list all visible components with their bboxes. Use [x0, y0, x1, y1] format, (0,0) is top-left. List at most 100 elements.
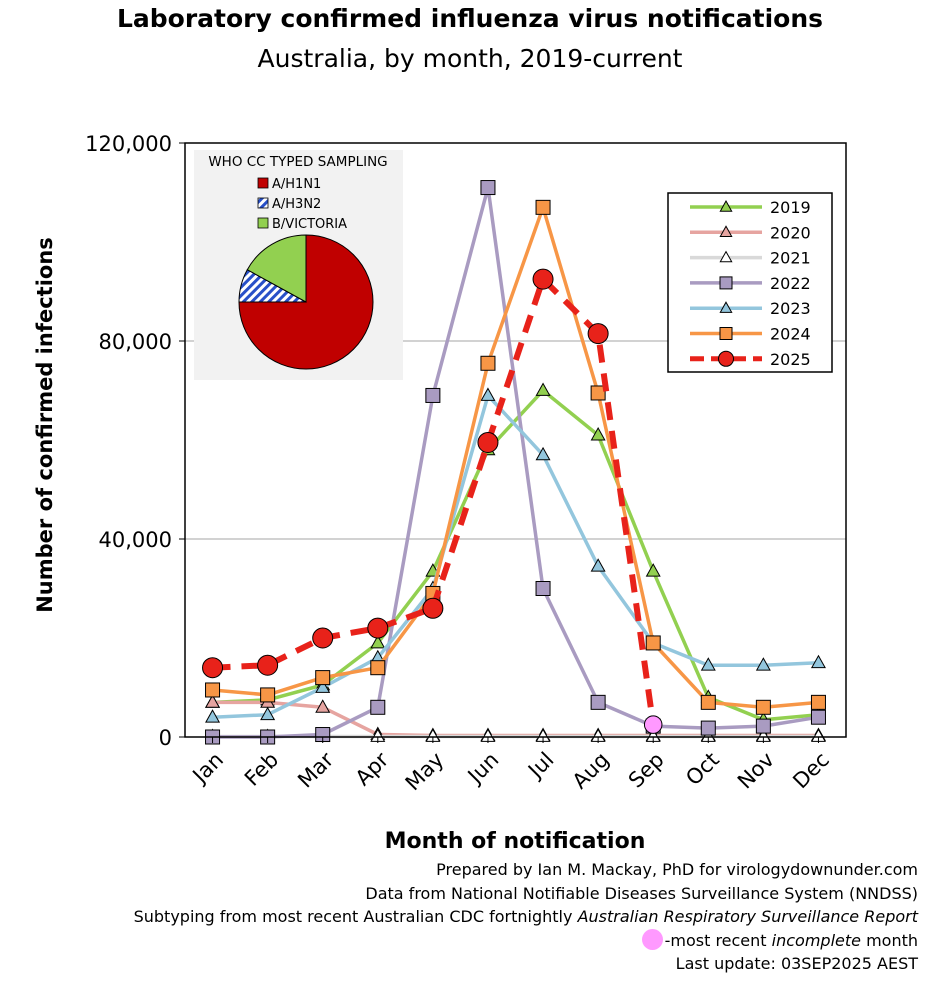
series-line-2025 [212, 276, 657, 726]
footer-report-name: Australian Respiratory Surveillance Repo… [577, 907, 918, 926]
x-tick-label: Aug [568, 748, 614, 794]
data-point-2025 [202, 657, 224, 679]
data-point-2024 [590, 385, 606, 401]
series-2020 [205, 694, 826, 741]
footer-line-subtyping: Subtyping from most recent Australian CD… [134, 905, 918, 929]
x-axis-title: Month of notification [385, 829, 646, 854]
y-tick-label: 0 [159, 726, 172, 750]
series-line-2020 [212, 700, 819, 738]
data-point-2022 [370, 699, 386, 715]
data-point-2023 [755, 657, 771, 671]
legend-label: 2024 [770, 325, 811, 344]
x-tick-label: Nov [733, 748, 779, 794]
x-tick-label: Jan [187, 748, 228, 789]
inset-legend-label: A/H3N2 [272, 197, 321, 212]
data-point-2020 [205, 694, 221, 708]
x-tick-label: Feb [240, 748, 283, 791]
data-point-2019 [535, 382, 551, 396]
data-point-2024 [260, 687, 276, 703]
footer-line-last-update: Last update: 03SEP2025 AEST [675, 954, 918, 973]
legend-marker [719, 327, 733, 340]
x-tick-label: Jun [462, 748, 504, 790]
legend-marker [719, 225, 733, 237]
legend-label: 2020 [770, 223, 811, 242]
data-point-2020 [315, 699, 331, 713]
x-tick-label: Mar [293, 747, 338, 792]
x-tick-label: Jul [522, 748, 558, 784]
data-point-2022 [590, 694, 606, 710]
data-point-2025 [422, 597, 444, 619]
data-point-2025 [587, 323, 609, 345]
data-point-2025 [367, 617, 389, 639]
footer-subtyping-text: Subtyping from most recent Australian CD… [133, 907, 578, 926]
legend-label: 2025 [770, 350, 811, 369]
data-point-2022 [755, 718, 771, 734]
data-point-2025 [312, 627, 334, 649]
y-axis-title: Number of confirmed infections [33, 237, 57, 613]
series-line-2023 [212, 393, 819, 719]
pie-slice-a-h1n1 [238, 234, 374, 370]
chart-title: Laboratory confirmed influenza virus not… [116, 4, 824, 33]
plot-area-frame [184, 142, 847, 738]
data-point-2023 [700, 657, 716, 671]
data-point-2025 [532, 268, 554, 290]
inset-legend-swatch [257, 217, 269, 229]
legend: 2019 2020 2021 2022 2023 2024 2025 [667, 192, 833, 373]
inset-legend-swatch [257, 197, 269, 209]
inset-pie-chart: WHO CC TYPED SAMPLING A/H1N1 A/H3N2 B/VICTO… [194, 150, 403, 380]
y-tick-label: 120,000 [85, 132, 172, 156]
x-tick-label: Dec [788, 748, 834, 794]
legend-entry-2021: 2021 [690, 249, 811, 268]
chart-subtitle: Australia, by month, 2019-current [257, 44, 683, 73]
data-point-2024 [370, 660, 386, 676]
data-point-2019 [645, 563, 661, 577]
series-line-2024 [212, 205, 819, 710]
data-point-2022 [810, 709, 826, 725]
data-point-2025 [257, 654, 279, 676]
footer-incomplete-word: incomplete [771, 930, 861, 950]
data-point-2023 [480, 387, 496, 401]
legend-marker [718, 350, 734, 367]
series-line-2022 [212, 185, 819, 739]
data-point-2023 [205, 709, 221, 723]
legend-entry-2024: 2024 [690, 325, 811, 344]
x-tick-label: May [401, 748, 449, 796]
data-point-2023 [315, 679, 331, 693]
incomplete-month-marker-icon [641, 928, 663, 950]
footer-line-data-source: Data from National Notifiable Diseases S… [365, 883, 918, 903]
legend-label: 2019 [770, 198, 811, 217]
line-chart: WHO CC TYPED SAMPLING A/H1N1 A/H3N2 B/VICTO… [33, 132, 847, 854]
x-tick-label: Sep [624, 748, 669, 793]
data-point-2022 [535, 581, 551, 596]
data-point-2024 [755, 699, 771, 715]
legend-entry-2019: 2019 [690, 198, 811, 217]
legend-marker [719, 250, 733, 263]
x-tick-label: Apr [351, 747, 394, 790]
legend-label: 2021 [770, 249, 811, 268]
series-2023 [205, 387, 826, 723]
legend-marker [719, 301, 733, 313]
inset-legend-label: B/VICTORIA [272, 217, 347, 232]
legend-entry-2023: 2023 [690, 299, 811, 318]
series-2025 [202, 268, 663, 734]
inset-legend-label: A/H1N1 [272, 177, 321, 192]
footer-line-incomplete-note: -most recent incomplete month [134, 928, 918, 953]
data-point-2019 [370, 634, 386, 649]
data-point-2022 [425, 387, 441, 403]
series-line-2019 [212, 388, 819, 722]
data-point-2019 [590, 427, 606, 441]
data-point-2025 [477, 431, 499, 453]
y-tick-label: 80,000 [99, 330, 172, 354]
series-2019 [205, 382, 826, 726]
legend-label: 2023 [770, 299, 811, 318]
footer-credits: Prepared by Ian M. Mackay, PhD for virol… [134, 858, 918, 976]
legend-marker [719, 199, 733, 212]
legend-entry-2025: 2025 [690, 350, 811, 369]
data-point-2023 [535, 446, 551, 461]
data-point-2023 [260, 706, 276, 721]
legend-entry-2020: 2020 [690, 223, 811, 242]
x-tick-label: Oct [681, 748, 724, 791]
footer-line-prepared-by: Prepared by Ian M. Mackay, PhD for virol… [436, 860, 918, 879]
inset-legend-swatch [257, 177, 269, 189]
data-point-2024 [700, 694, 716, 710]
